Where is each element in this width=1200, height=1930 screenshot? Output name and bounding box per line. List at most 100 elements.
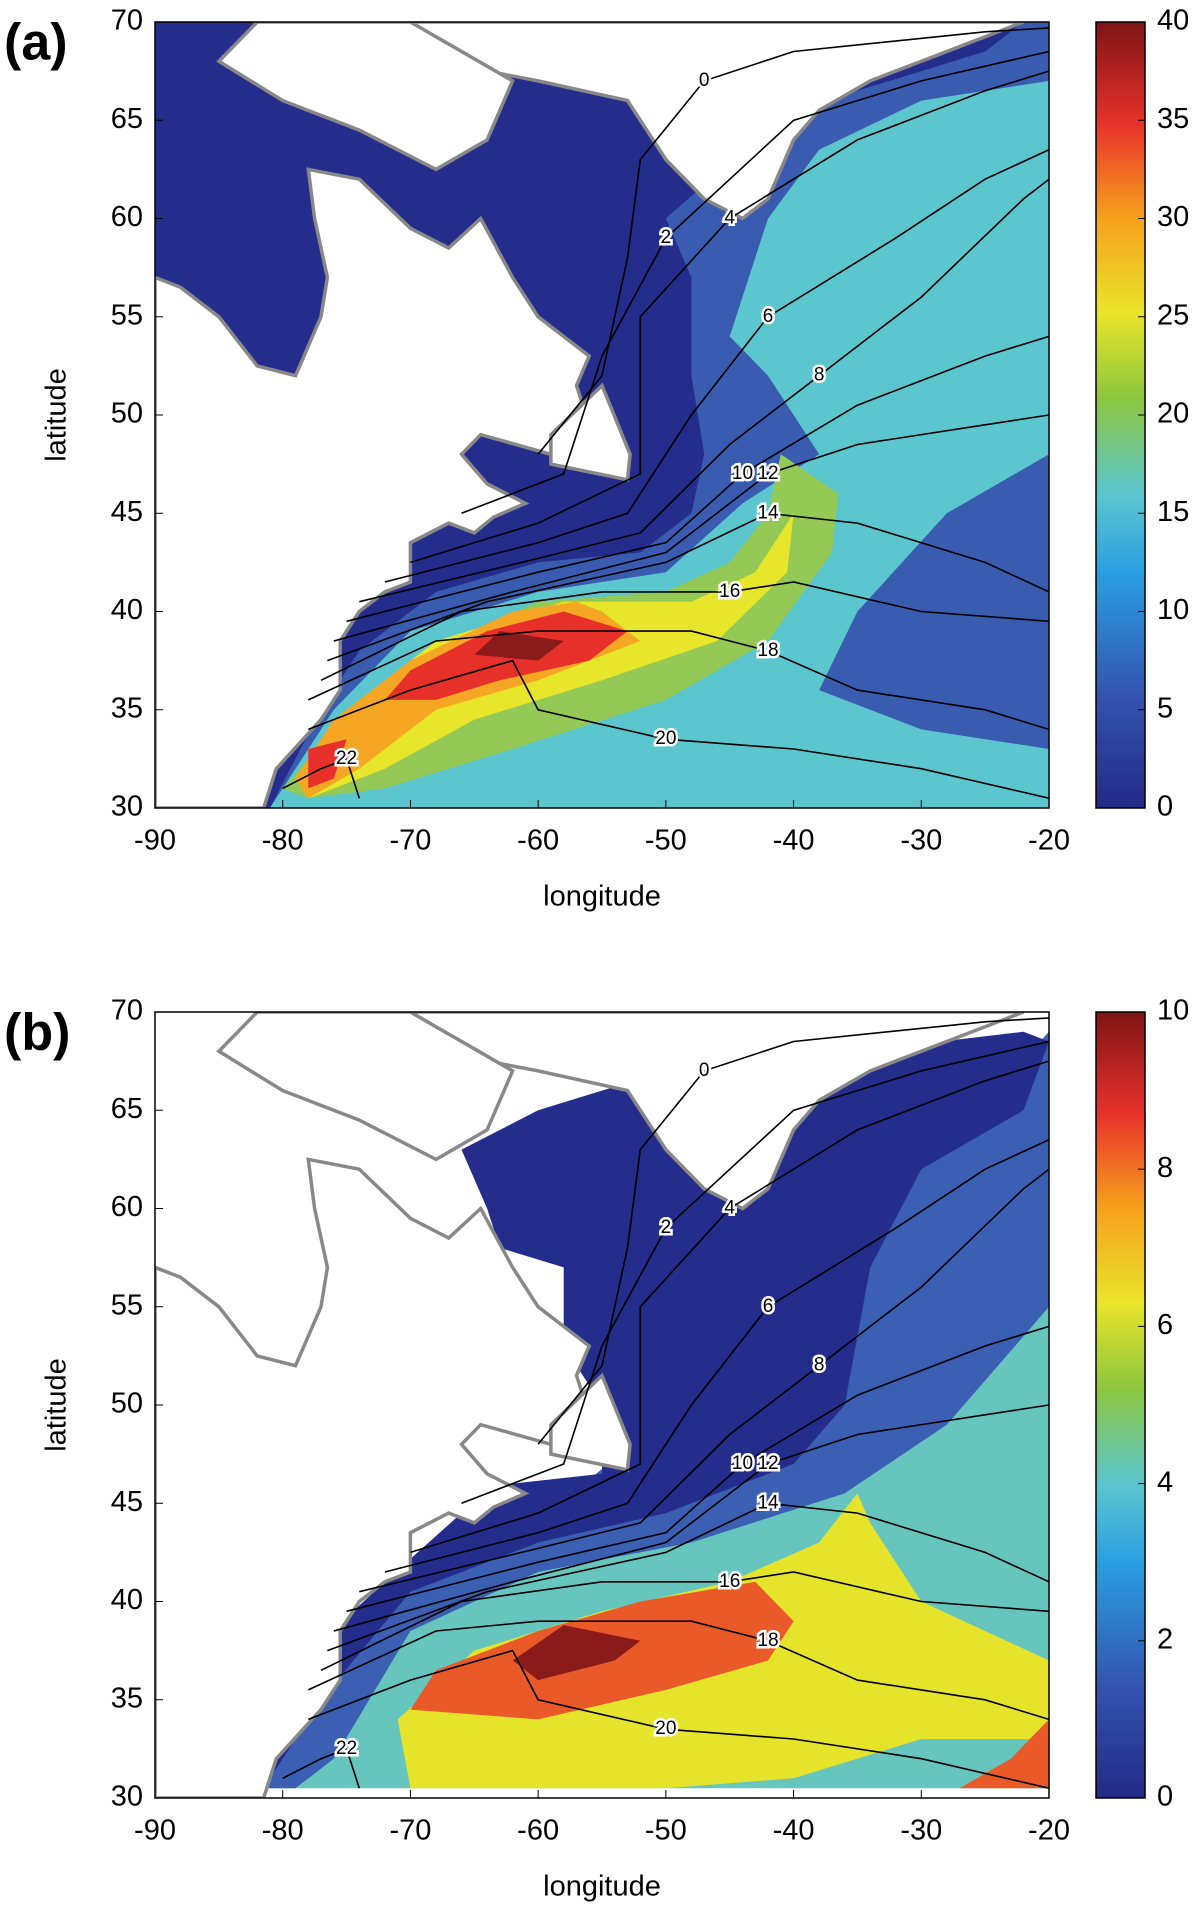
contour-line — [410, 1060, 1049, 1554]
x-tick-label: -50 — [645, 825, 687, 857]
panel-label: (b) — [4, 1004, 70, 1062]
contour-line — [359, 1168, 1049, 1593]
x-tick-label: -20 — [1028, 825, 1070, 857]
contour-label: 14 — [757, 502, 779, 523]
y-tick-label: 60 — [111, 1191, 143, 1223]
contour-label: 14 — [757, 1492, 779, 1513]
contour-label: 4 — [724, 208, 735, 229]
y-tick-label: 40 — [111, 1584, 143, 1616]
x-tick-label: -30 — [900, 1815, 942, 1847]
colorbar — [1095, 21, 1146, 809]
contour-line — [307, 1620, 1049, 1721]
field-region — [959, 1719, 1049, 1789]
x-tick-label: -50 — [645, 1815, 687, 1847]
contour-line — [410, 70, 1049, 564]
contour-label: 20 — [655, 1718, 676, 1739]
contour-line — [461, 50, 1049, 515]
land — [216, 1012, 515, 1162]
y-tick-label: 35 — [111, 692, 143, 724]
contour-label: 18 — [757, 1630, 778, 1651]
y-tick-label: 45 — [111, 496, 143, 528]
contour-label: 22 — [336, 1738, 357, 1759]
field-region — [474, 631, 564, 661]
y-tick-label: 30 — [111, 1781, 143, 1813]
contour-label: 16 — [719, 1571, 740, 1592]
contour-line — [308, 1649, 1049, 1789]
field-region — [263, 1031, 1049, 1789]
colorbar-tick-label: 15 — [1157, 496, 1189, 528]
contour-label: 18 — [757, 640, 778, 661]
contour-label: 22 — [336, 748, 357, 769]
colorbar — [1095, 1011, 1146, 1799]
colorbar-tick-label: 30 — [1157, 201, 1189, 233]
contour-label: 2 — [661, 1217, 672, 1238]
contour-line — [384, 1138, 1049, 1573]
x-tick-label: -70 — [389, 1815, 431, 1847]
contour-label: 0 — [699, 1060, 710, 1081]
x-tick-label: -60 — [517, 1815, 559, 1847]
land — [368, 1012, 1025, 1211]
contour-line — [537, 1017, 1049, 1445]
colorbar-tick-label: 25 — [1157, 299, 1189, 331]
x-tick-label: -30 — [900, 825, 942, 857]
colorbar-tick-label: 10 — [1157, 995, 1189, 1027]
contour-label: 10 — [732, 463, 753, 484]
x-tick-label: -60 — [517, 825, 559, 857]
colorbar-tick-label: 4 — [1157, 1466, 1173, 1498]
x-tick-label: -80 — [262, 825, 304, 857]
y-tick-label: 70 — [111, 995, 143, 1027]
contour-line — [282, 1747, 361, 1789]
contour-line — [537, 27, 1049, 455]
field-region — [512, 1625, 641, 1681]
y-axis-label: latitude — [41, 1358, 73, 1452]
contour-line — [320, 581, 1049, 682]
x-axis-label: longitude — [543, 1871, 661, 1903]
contour-line — [320, 1571, 1049, 1672]
y-axis-label: latitude — [41, 368, 73, 462]
y-tick-label: 55 — [111, 299, 143, 331]
contour-label: 6 — [763, 306, 774, 327]
x-tick-label: -40 — [773, 825, 815, 857]
x-tick-label: -20 — [1028, 1815, 1070, 1847]
x-axis-label: longitude — [543, 881, 661, 913]
contour-line — [307, 630, 1049, 731]
panel-label: (a) — [4, 14, 68, 72]
y-tick-label: 50 — [111, 1388, 143, 1420]
contour-label: 6 — [763, 1296, 774, 1317]
y-tick-label: 35 — [111, 1682, 143, 1714]
y-tick-label: 30 — [111, 791, 143, 823]
contour-label: 12 — [757, 463, 778, 484]
contour-label: 2 — [661, 227, 672, 248]
land — [368, 22, 1025, 221]
y-tick-label: 40 — [111, 594, 143, 626]
contour-line — [461, 1040, 1049, 1505]
x-tick-label: -90 — [134, 1815, 176, 1847]
colorbar-tick-label: 6 — [1157, 1309, 1173, 1341]
map: 0 2 4 6 8 10 12 14 16 18 20 22 — [155, 22, 1049, 808]
x-tick-label: -40 — [773, 1815, 815, 1847]
contour-line — [346, 1325, 1049, 1613]
colorbar-tick-label: 5 — [1157, 692, 1173, 724]
contour-line — [384, 148, 1049, 583]
colorbar-tick-label: 10 — [1157, 594, 1189, 626]
contour-line — [282, 757, 361, 799]
y-tick-label: 55 — [111, 1289, 143, 1321]
colorbar-tick-label: 35 — [1157, 103, 1189, 135]
y-tick-label: 45 — [111, 1486, 143, 1518]
x-tick-label: -80 — [262, 1815, 304, 1847]
contour-label: 16 — [719, 581, 740, 602]
contour-line — [333, 1404, 1049, 1632]
contour-line — [359, 178, 1049, 603]
contour-line — [327, 1502, 1049, 1652]
y-tick-label: 70 — [111, 5, 143, 37]
colorbar-tick-label: 20 — [1157, 398, 1189, 430]
contour-line — [346, 335, 1049, 623]
contour-line — [333, 414, 1049, 642]
field-region — [308, 739, 347, 789]
contour-label: 12 — [757, 1453, 778, 1474]
land — [216, 22, 515, 172]
colorbar-tick-label: 0 — [1157, 791, 1173, 823]
